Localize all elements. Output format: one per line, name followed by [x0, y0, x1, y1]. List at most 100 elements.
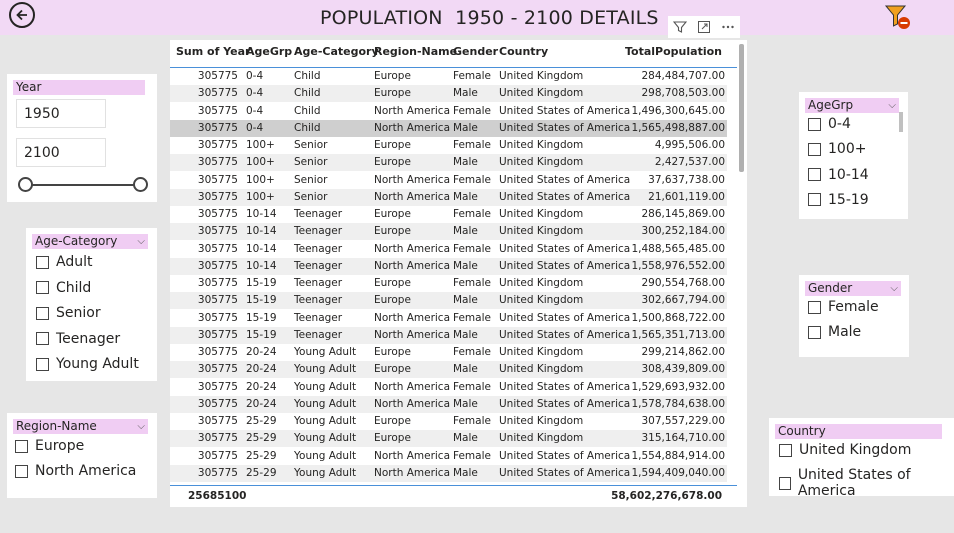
region-option[interactable]: North America — [15, 463, 136, 479]
cell-country: United Kingdom — [499, 363, 584, 376]
table-row[interactable]: 305775 20-24 Young Adult North America Male U… — [170, 395, 727, 413]
table-row[interactable]: 305775 0-4 Child Europe Female United Kingdom… — [170, 68, 727, 85]
age-category-option[interactable]: Teenager — [36, 331, 120, 347]
table-row[interactable]: 305775 100+ Senior North America Male United … — [170, 188, 727, 206]
cell-country: United States of America — [499, 397, 631, 410]
checkbox[interactable] — [808, 193, 821, 207]
year-start-handle[interactable] — [18, 177, 33, 192]
cell-age-category: Young Adult — [294, 346, 357, 358]
table-row[interactable]: 305775 100+ Senior North America Female Unite… — [170, 172, 727, 189]
chevron-down-icon[interactable]: ⌵ — [137, 236, 145, 247]
checkbox[interactable] — [808, 168, 821, 182]
table-row[interactable]: 305775 15-19 Teenager Europe Female United Ki… — [170, 275, 727, 292]
age-category-option[interactable]: Young Adult — [36, 356, 139, 372]
checkbox[interactable] — [36, 357, 49, 371]
agegrp-option-label: 15-19 — [828, 191, 869, 208]
gender-option[interactable]: Male — [808, 324, 861, 340]
agegrp-option[interactable]: 15-19 — [808, 192, 869, 208]
header-agegrp[interactable]: AgeGrp — [246, 45, 293, 58]
table-row[interactable]: 305775 15-19 Teenager Europe Male United King… — [170, 292, 727, 310]
table-row[interactable]: 305775 10-14 Teenager Europe Female United Ki… — [170, 206, 727, 223]
cell-age-category: Teenager — [294, 311, 343, 324]
table-scrollbar[interactable] — [739, 44, 744, 172]
gender-option[interactable]: Female — [808, 299, 879, 315]
checkbox[interactable] — [15, 464, 28, 478]
country-option[interactable]: United States of America — [779, 467, 954, 499]
year-end-handle[interactable] — [133, 177, 148, 192]
cell-total-population: 21,601,119.00 — [648, 190, 725, 203]
table-row[interactable]: 305775 20-24 Young Adult Europe Female United… — [170, 344, 727, 361]
cell-total-population: 1,594,409,040.00 — [631, 466, 725, 479]
checkbox[interactable] — [808, 142, 821, 156]
table-row[interactable]: 305775 0-4 Child North America Male United St… — [170, 119, 727, 137]
cell-gender: Male — [453, 466, 478, 479]
gender-slicer-header: Gender ⌵ — [805, 281, 901, 296]
checkbox[interactable] — [808, 117, 821, 131]
cell-total-population: 299,214,862.00 — [641, 346, 726, 358]
focus-mode-button[interactable] — [692, 16, 716, 38]
filter-button[interactable] — [668, 16, 692, 38]
cell-sum-of-year: 305775 — [197, 397, 238, 410]
checkbox[interactable] — [36, 255, 49, 269]
checkbox[interactable] — [36, 332, 49, 345]
cell-sum-of-year: 305775 — [197, 277, 238, 289]
table-row[interactable]: 305775 10-14 Teenager North America Female Un… — [170, 241, 727, 258]
table-row[interactable]: 305775 25-29 Young Adult Europe Female United… — [170, 413, 727, 430]
table-row[interactable]: 305775 25-29 Young Adult North America Femal… — [170, 448, 727, 465]
agegrp-scrollbar[interactable] — [899, 112, 903, 132]
header-region-name[interactable]: Region-Name — [374, 45, 458, 58]
cell-country: United States of America — [499, 328, 631, 341]
table-row[interactable]: 305775 25-29 Young Adult Europe Male United K… — [170, 430, 727, 448]
region-option[interactable]: Europe — [15, 438, 84, 454]
table-row[interactable]: 305775 25-29 Young Adult North America Male U… — [170, 464, 727, 482]
age-category-option[interactable]: Adult — [36, 254, 92, 270]
table-row[interactable]: 305775 10-14 Teenager Europe Male United King… — [170, 223, 727, 241]
header-age-category[interactable]: Age-Category — [294, 45, 379, 58]
agegrp-option-label: 10-14 — [828, 166, 869, 183]
age-category-option[interactable]: Senior — [36, 305, 101, 321]
checkbox[interactable] — [779, 443, 792, 457]
table-row[interactable]: 305775 100+ Senior Europe Male United Kingdom… — [170, 154, 727, 172]
agegrp-option[interactable]: 10-14 — [808, 167, 869, 183]
checkbox[interactable] — [779, 476, 791, 490]
year-start-input[interactable]: 1950 — [16, 99, 106, 128]
cell-agegrp: 0-4 — [246, 104, 264, 117]
table-row[interactable]: 305775 20-24 Young Adult North America Femal… — [170, 379, 727, 396]
chevron-down-icon[interactable]: ⌵ — [890, 283, 898, 294]
header-country[interactable]: Country — [499, 45, 549, 58]
cell-sum-of-year: 305775 — [197, 139, 238, 151]
table-row[interactable]: 305775 15-19 Teenager North America Female Un… — [170, 310, 727, 327]
visual-header-toolbar — [668, 16, 740, 38]
table-row[interactable]: 305775 100+ Senior Europe Female United Kingd… — [170, 137, 727, 154]
table-row[interactable]: 305775 15-19 Teenager North America Male Unit… — [170, 326, 727, 344]
cell-age-category: Teenager — [294, 259, 343, 272]
checkbox[interactable] — [36, 306, 49, 320]
clear-filter-button[interactable] — [884, 3, 912, 31]
table-row[interactable]: 305775 20-24 Young Adult Europe Male United K… — [170, 361, 727, 379]
age-category-option[interactable]: Child — [36, 280, 91, 296]
cell-total-population: 4,995,506.00 — [654, 139, 725, 151]
header-total-population[interactable]: TotalPopulation — [625, 45, 722, 58]
checkbox[interactable] — [15, 439, 28, 453]
cell-gender: Male — [453, 121, 478, 134]
header-sum-of-year[interactable]: Sum of Year — [176, 45, 251, 58]
table-row[interactable]: 305775 0-4 Child North America Female United … — [170, 103, 727, 120]
agegrp-option[interactable]: 0-4 — [808, 116, 851, 132]
table-row[interactable]: 305775 0-4 Child Europe Male United Kingdom 29… — [170, 85, 727, 103]
table-row[interactable]: 305775 10-14 Teenager North America Male Unit… — [170, 257, 727, 275]
year-end-input[interactable]: 2100 — [16, 138, 106, 167]
cell-region-name: Europe — [374, 294, 411, 307]
checkbox[interactable] — [36, 281, 49, 294]
chevron-down-icon[interactable]: ⌵ — [137, 421, 145, 432]
checkbox[interactable] — [808, 325, 821, 339]
more-options-button[interactable] — [716, 16, 740, 38]
agegrp-option-label: 100+ — [828, 141, 867, 158]
checkbox[interactable] — [808, 300, 821, 314]
cell-total-population: 286,145,869.00 — [641, 208, 726, 220]
agegrp-option[interactable]: 100+ — [808, 141, 866, 157]
header-gender[interactable]: Gender — [453, 45, 499, 58]
back-button[interactable] — [9, 2, 35, 28]
cell-total-population: 298,708,503.00 — [641, 87, 726, 100]
country-option[interactable]: United Kingdom — [779, 442, 911, 458]
chevron-down-icon[interactable]: ⌵ — [888, 100, 896, 111]
